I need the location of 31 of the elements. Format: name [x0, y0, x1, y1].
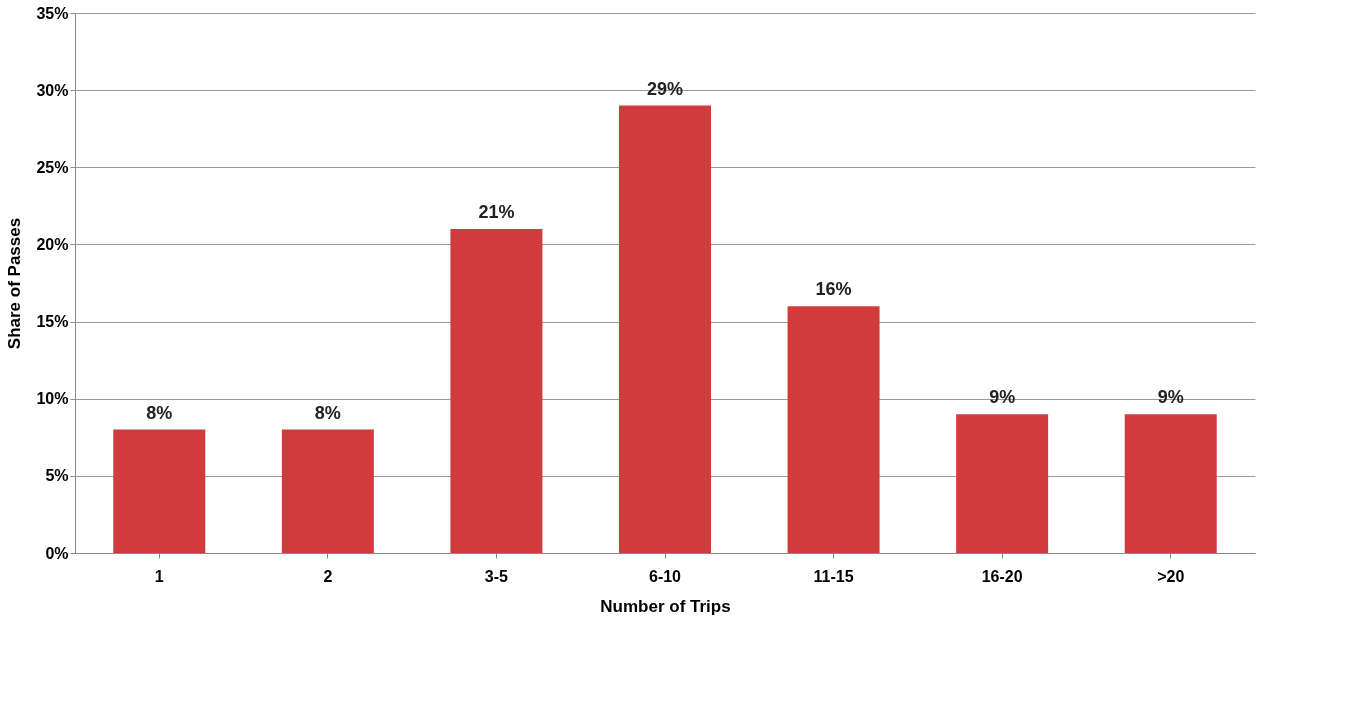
data-label: 9%	[989, 387, 1016, 408]
data-label: 16%	[815, 279, 852, 300]
x-tick-label: 6-10	[648, 567, 682, 585]
x-tick-label: 2	[323, 567, 333, 585]
data-label: 8%	[146, 402, 173, 423]
y-tick-label: 10%	[36, 390, 69, 408]
bar	[450, 229, 543, 553]
x-tick-label: 1	[154, 567, 164, 585]
y-tick-label: 15%	[36, 313, 69, 331]
bar	[1124, 414, 1217, 553]
x-tick-label: 16-20	[981, 567, 1023, 585]
y-axis-title: Share of Passes	[5, 217, 25, 350]
y-tick-label: 35%	[36, 4, 69, 22]
x-tick-label: 3-5	[484, 567, 509, 585]
data-label: 21%	[478, 202, 515, 222]
y-tick-label: 0%	[45, 544, 69, 562]
data-label: 9%	[1157, 387, 1184, 408]
y-tick-label: 25%	[36, 158, 69, 176]
y-tick-label: 30%	[36, 81, 69, 99]
data-label: 8%	[314, 402, 341, 423]
x-axis-title: Number of Trips	[600, 596, 731, 616]
bar	[281, 429, 374, 553]
bar	[787, 306, 880, 553]
x-tick-label: >20	[1157, 567, 1185, 585]
bar	[113, 429, 206, 553]
bar	[619, 105, 711, 553]
y-tick-label: 20%	[36, 235, 69, 253]
data-label: 29%	[646, 78, 684, 99]
y-tick-label: 5%	[45, 467, 69, 485]
bar	[956, 414, 1049, 553]
x-tick-label: 11-15	[813, 567, 854, 585]
